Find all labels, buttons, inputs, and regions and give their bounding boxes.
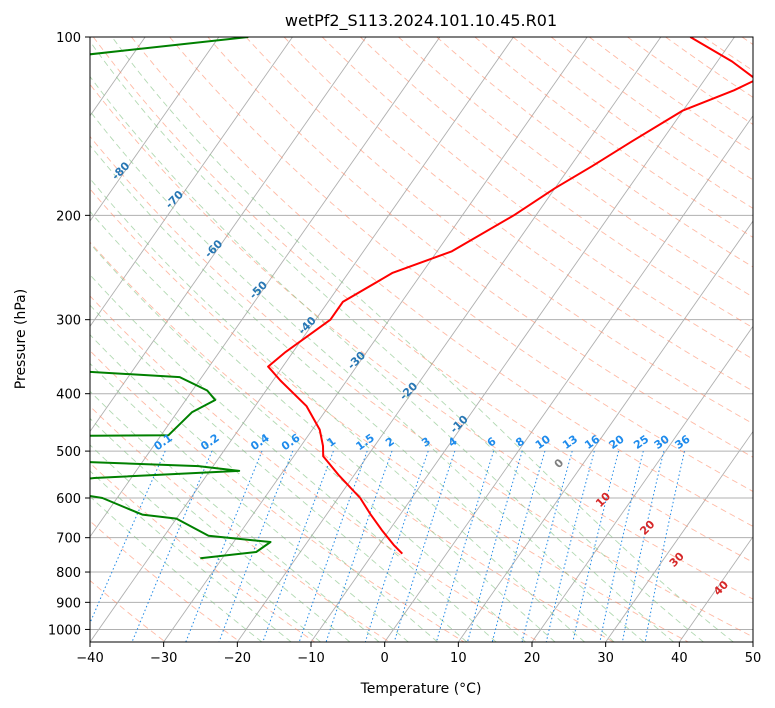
x-tick-label-5: 10	[450, 651, 467, 666]
dry-adiabat-360	[169, 37, 753, 492]
isotherm-line--70	[90, 37, 293, 328]
mixing-ratio-line-1	[131, 450, 213, 642]
mixing-ratio-line-16	[621, 450, 665, 642]
isotherm-line-10	[457, 220, 753, 642]
isotherm-line-30	[605, 430, 753, 642]
mixing-ratio-line-12	[521, 450, 573, 642]
mixing-ratio-line-14	[572, 450, 620, 642]
y-tick-label-4: 500	[56, 445, 81, 460]
x-tick-label-2: −20	[224, 651, 251, 666]
y-axis-label: Pressure (hPa)	[13, 289, 29, 389]
x-axis-label: Temperature (°C)	[360, 681, 482, 697]
isotherm-line--50	[90, 37, 441, 538]
isotherm-line--80	[90, 37, 220, 222]
mixing-ratio-line-13	[545, 450, 595, 642]
moist-adiabat-44	[111, 37, 734, 642]
x-tick-label-7: 30	[597, 651, 614, 666]
plot-frame	[89, 36, 754, 643]
moist-adiabat--16	[90, 470, 292, 642]
moist-adiabat-0	[90, 362, 409, 642]
profile-series	[90, 37, 753, 560]
dry-adiabat-270	[90, 405, 390, 642]
y-tick-label-8: 900	[56, 596, 81, 611]
dry-adiabat-280	[90, 350, 465, 642]
dry-adiabat-370	[207, 37, 753, 458]
isotherm-line--20	[236, 37, 662, 642]
temperature-line	[267, 37, 753, 555]
background-lines	[90, 37, 753, 642]
y-tick-label-3: 400	[56, 388, 81, 403]
x-tick-label-9: 50	[745, 651, 762, 666]
x-tick-label-0: −40	[76, 651, 103, 666]
dry-adiabat-260	[90, 462, 315, 642]
dry-adiabat-400	[321, 37, 753, 360]
moist-adiabat--12	[90, 444, 321, 642]
moist-adiabat-24	[90, 177, 585, 642]
mixing-ratio-line-17	[644, 450, 685, 642]
y-tick-label-5: 600	[56, 492, 81, 507]
x-tick-label-8: 40	[671, 651, 688, 666]
mixing-ratio-line-8	[393, 450, 456, 642]
y-tick-label-0: 100	[56, 31, 81, 46]
moist-adiabat--4	[90, 390, 380, 642]
x-tick-label-4: 0	[381, 651, 389, 666]
dry-adiabat-460	[550, 37, 753, 181]
grid-layer	[90, 37, 753, 642]
axis-ticks: −40 −30 −20 −10 0 10 20 30 40 50 100 200 300 400 500 60…	[48, 31, 761, 666]
dry-adiabat-440	[474, 37, 753, 238]
y-tick-label-9: 1000	[48, 623, 81, 638]
moist-adiabat-12	[90, 274, 497, 642]
mixing-ratio-line-9	[435, 450, 495, 642]
isotherm-line--60	[90, 37, 367, 433]
mixing-ratio-line-0	[90, 450, 166, 625]
dry-adiabat-380	[245, 37, 753, 425]
moist-adiabat-4	[90, 334, 438, 642]
mixing-ratio-line-6	[325, 450, 393, 642]
y-tick-label-2: 300	[56, 314, 81, 329]
moist-adiabat-28	[90, 144, 615, 642]
moist-adiabat-32	[90, 110, 645, 642]
moist-adiabat--20	[90, 495, 263, 642]
y-tick-label-1: 200	[56, 209, 81, 224]
dry-adiabat-340	[92, 37, 753, 563]
mixing-ratio-line-15	[599, 450, 644, 642]
chart-title: wetPf2_S113.2024.101.10.45.R01	[285, 11, 557, 31]
isotherm-line-0	[384, 115, 753, 642]
x-tick-label-6: 20	[524, 651, 541, 666]
x-tick-label-1: −30	[150, 651, 177, 666]
moist-adiabat-8	[90, 304, 468, 642]
mixing-ratio-line-11	[491, 450, 546, 642]
dewpoint-line	[90, 37, 272, 560]
dry-adiabat-290	[90, 295, 540, 642]
dry-adiabat-330	[90, 83, 753, 600]
isotherm-line-20	[531, 325, 753, 642]
dry-adiabat-310	[90, 188, 689, 642]
y-tick-label-7: 800	[56, 566, 81, 581]
moist-adiabat-36	[90, 75, 674, 642]
y-tick-label-6: 700	[56, 532, 81, 547]
isotherm-line--30	[163, 37, 588, 642]
isotherm-line-40	[678, 535, 753, 642]
mixing-ratio-line-5	[298, 450, 368, 642]
moist-adiabat--8	[90, 417, 351, 642]
dry-adiabat-470	[589, 37, 753, 153]
dry-adiabat-350	[131, 37, 753, 527]
dry-adiabat-410	[360, 37, 753, 329]
dry-adiabat-300	[90, 241, 614, 642]
dry-adiabat-320	[90, 135, 753, 638]
mixing-ratio-line-10	[467, 450, 523, 642]
x-tick-label-3: −10	[297, 651, 324, 666]
moist-adiabat-20	[90, 210, 556, 642]
